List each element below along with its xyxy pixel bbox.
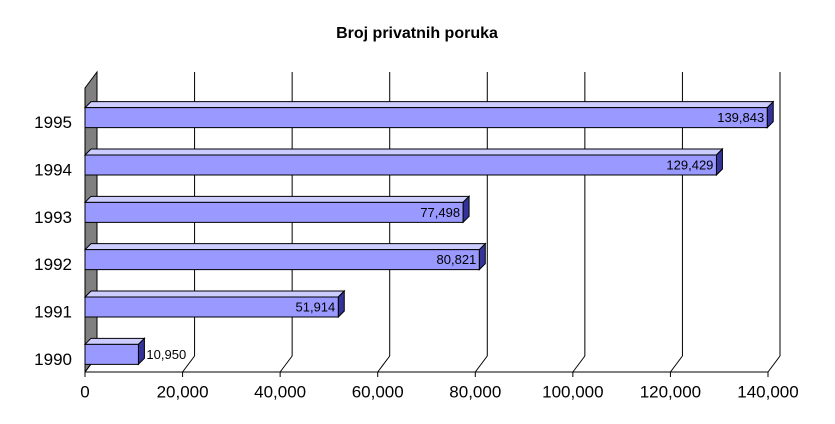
- bar: [83, 289, 346, 319]
- value-label: 10,950: [146, 347, 186, 362]
- grid-floor: [767, 355, 781, 373]
- y-tick-label: 1992: [34, 255, 72, 274]
- bar: [83, 242, 487, 271]
- x-tick-label: 80,000: [449, 382, 501, 401]
- bar: [83, 147, 724, 177]
- bar-face: [83, 101, 775, 109]
- bar-face: [83, 243, 487, 251]
- bar-face: [84, 343, 139, 365]
- value-label: 77,498: [420, 205, 460, 220]
- x-tick-label: 0: [80, 382, 89, 401]
- grid-floor: [572, 355, 586, 373]
- y-tick-label: 1990: [34, 350, 72, 369]
- x-tick-label: 120,000: [640, 382, 701, 401]
- bar-face: [83, 290, 346, 298]
- x-tick-label: 60,000: [352, 382, 404, 401]
- x-tick-label: 100,000: [542, 382, 603, 401]
- x-tick-label: 140,000: [737, 382, 798, 401]
- grid-floor: [474, 355, 488, 373]
- y-tick-label: 1994: [34, 160, 72, 179]
- x-tick-label: 40,000: [254, 382, 306, 401]
- grid-floor: [279, 355, 293, 373]
- bar-face: [84, 249, 480, 271]
- x-tick-label: 20,000: [157, 382, 209, 401]
- bar-face: [84, 201, 464, 223]
- bar: [83, 100, 775, 129]
- grid-floor: [182, 355, 195, 373]
- chart-title: Broj privatnih poruka: [336, 25, 498, 42]
- bar-face: [84, 107, 768, 129]
- bar-face: [84, 154, 717, 176]
- y-tick-label: 1991: [34, 302, 72, 321]
- y-tick-label: 1993: [34, 208, 72, 227]
- grid-floor: [377, 355, 391, 373]
- value-label: 80,821: [437, 252, 477, 267]
- y-tick-label: 1995: [34, 113, 72, 132]
- value-label: 139,843: [717, 110, 764, 125]
- grid-floor: [670, 355, 683, 373]
- bar-face: [83, 148, 724, 156]
- bar: [83, 337, 146, 366]
- bar-face: [83, 337, 146, 345]
- value-label: 129,429: [666, 157, 713, 172]
- bar: [83, 195, 471, 224]
- value-label: 51,914: [296, 299, 336, 314]
- bar-face: [83, 195, 471, 203]
- bar-face: [84, 296, 339, 318]
